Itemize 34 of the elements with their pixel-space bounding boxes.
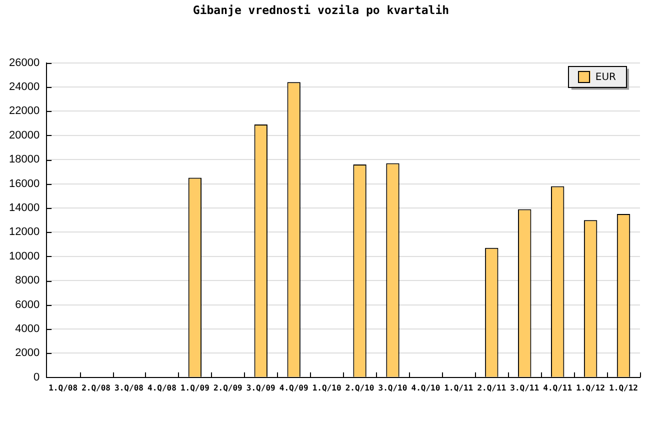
x-tick-label: 2.Q/09 <box>213 383 243 392</box>
x-tick-label: 4.Q/11 <box>543 383 572 392</box>
y-tick-label: 0 <box>33 371 40 384</box>
x-tick-label: 3.Q/11 <box>510 383 540 392</box>
x-tick-label: 4.Q/10 <box>411 383 440 392</box>
y-tick-label: 8000 <box>15 274 40 287</box>
x-tick-label: 4.Q/09 <box>279 383 308 392</box>
y-tick-label: 20000 <box>8 129 40 142</box>
y-tick-label: 6000 <box>15 298 40 311</box>
x-tick-label: 3.Q/10 <box>378 383 408 392</box>
y-tick-label: 2000 <box>15 347 40 360</box>
y-tick-label: 16000 <box>8 178 40 190</box>
x-tick-label: 1.Q/12 <box>609 383 638 392</box>
x-tick-label: 1.Q/11 <box>444 383 474 392</box>
x-tick-label: 2.Q/08 <box>82 383 111 392</box>
chart-title: Gibanje vrednosti vozila po kvartalih <box>192 2 450 17</box>
x-tick-label: 1.Q/12 <box>576 383 606 392</box>
y-tick-label: 14000 <box>8 202 40 214</box>
y-tick-label: 4000 <box>15 323 40 336</box>
legend-label: EUR <box>595 72 616 83</box>
x-tick-label: 1.Q/10 <box>312 383 342 392</box>
y-tick-label: 10000 <box>8 250 40 262</box>
x-tick-label: 3.Q/09 <box>246 383 276 392</box>
y-tick-label: 22000 <box>8 105 40 118</box>
y-tick-label: 26000 <box>8 56 40 69</box>
x-tick-label: 1.Q/08 <box>48 383 78 392</box>
x-tick-label: 2.Q/11 <box>477 383 506 392</box>
y-tick-label: 24000 <box>8 81 40 94</box>
y-tick-label: 18000 <box>8 154 40 166</box>
x-tick-label: 1.Q/09 <box>180 383 210 392</box>
x-tick-label: 2.Q/10 <box>345 383 374 392</box>
x-tick-label: 4.Q/08 <box>148 383 177 392</box>
x-tick-label: 3.Q/08 <box>114 383 144 392</box>
y-tick-label: 12000 <box>8 226 40 238</box>
